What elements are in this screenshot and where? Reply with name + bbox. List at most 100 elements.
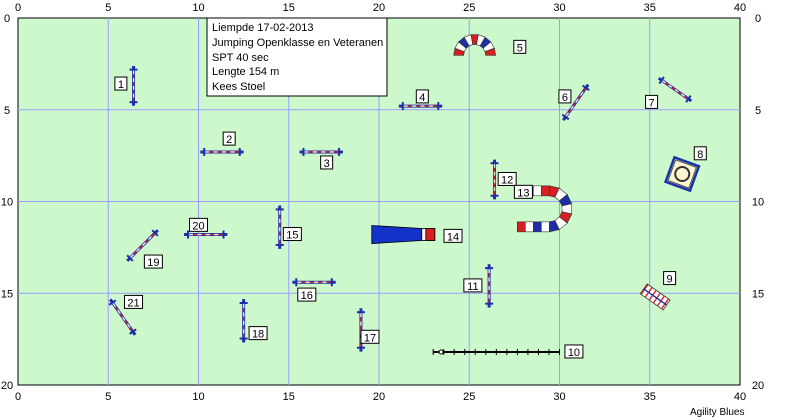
- footer-credit: Agility Blues: [690, 407, 744, 418]
- x-tick-label-top: 25: [463, 2, 475, 14]
- svg-text:6: 6: [562, 92, 568, 104]
- obstacle-3-jump: [299, 147, 343, 156]
- x-tick-label-top: 10: [192, 2, 204, 14]
- obstacle-16-jump: [292, 278, 336, 287]
- x-tick-label-top: 30: [553, 2, 565, 14]
- x-tick-label-bottom: 40: [734, 391, 746, 403]
- obstacle-5-tunnel-arc: [453, 34, 497, 56]
- obstacle-21-jump: [108, 298, 137, 336]
- svg-text:10: 10: [568, 347, 580, 359]
- svg-text:15: 15: [286, 230, 298, 242]
- y-tick-label-right: 10: [752, 197, 764, 209]
- obstacle-label-5: 5: [513, 39, 527, 54]
- obstacle-9-wall: [639, 283, 671, 311]
- obstacle-label-2: 2: [222, 131, 236, 146]
- x-tick-label-bottom: 0: [15, 391, 21, 403]
- x-tick-label-bottom: 5: [105, 391, 111, 403]
- x-tick-label-bottom: 35: [644, 391, 656, 403]
- obstacle-label-10: 10: [564, 344, 584, 359]
- obstacle-label-6: 6: [558, 89, 572, 104]
- y-tick-label-left: 0: [4, 13, 10, 25]
- obstacle-10-walk: [432, 348, 560, 355]
- svg-text:8: 8: [697, 149, 703, 161]
- y-tick-label-left: 10: [1, 197, 13, 209]
- obstacle-label-1: 1: [114, 76, 128, 91]
- obstacle-15-jump: [275, 205, 284, 249]
- svg-text:11: 11: [467, 281, 478, 293]
- obstacle-label-19: 19: [143, 254, 163, 269]
- obstacle-18-jump: [239, 299, 248, 343]
- obstacle-label-20: 20: [189, 217, 208, 232]
- x-tick-label-bottom: 25: [463, 391, 475, 403]
- x-tick-label-bottom: 20: [373, 391, 385, 403]
- svg-text:7: 7: [648, 97, 654, 109]
- svg-text:2: 2: [226, 134, 232, 146]
- svg-text:5: 5: [517, 42, 523, 54]
- svg-text:21: 21: [127, 297, 139, 309]
- obstacle-label-15: 15: [282, 227, 302, 242]
- info-line-class: Jumping Openklasse en Veteranen: [212, 37, 383, 49]
- obstacle-13-tunnel-u: [517, 185, 573, 233]
- obstacle-label-12: 12: [497, 171, 517, 186]
- obstacle-19-jump: [126, 229, 159, 262]
- obstacle-label-11: 11: [463, 278, 483, 293]
- obstacle-label-14: 14: [443, 228, 463, 243]
- obstacle-label-16: 16: [297, 287, 317, 302]
- info-line-spt: SPT 40 sec: [212, 52, 269, 64]
- x-tick-label-top: 0: [15, 2, 21, 14]
- obstacle-11-jump: [485, 264, 494, 308]
- x-tick-label-bottom: 30: [553, 391, 565, 403]
- obstacle-20-jump: [184, 230, 228, 239]
- obstacle-label-17: 17: [360, 329, 380, 344]
- svg-text:14: 14: [447, 231, 459, 243]
- grid: [18, 18, 740, 385]
- y-tick-label-left: 20: [1, 380, 13, 392]
- x-tick-label-bottom: 10: [192, 391, 204, 403]
- obstacle-14-chute: [371, 225, 436, 244]
- svg-text:20: 20: [192, 220, 204, 232]
- svg-text:19: 19: [147, 257, 159, 269]
- obstacle-12-jump: [490, 159, 499, 200]
- obstacle-2-jump: [200, 147, 244, 156]
- info-line-length: Lengte 154 m: [212, 66, 279, 78]
- y-tick-label-left: 5: [4, 105, 10, 117]
- x-tick-label-top: 5: [105, 2, 111, 14]
- obstacle-label-9: 9: [663, 271, 677, 286]
- obstacle-6-jump: [561, 83, 590, 122]
- svg-text:18: 18: [252, 329, 264, 341]
- obstacle-4-jump: [398, 102, 443, 111]
- obstacle-label-4: 4: [415, 89, 429, 104]
- x-tick-label-top: 20: [373, 2, 385, 14]
- x-tick-label-top: 35: [644, 2, 656, 14]
- obstacle-label-13: 13: [513, 184, 533, 199]
- info-line-event: Liempde 17-02-2013: [212, 22, 314, 34]
- obstacle-label-7: 7: [645, 94, 659, 109]
- obstacle-label-8: 8: [693, 146, 707, 161]
- obstacle-7-jump: [657, 76, 693, 103]
- svg-text:16: 16: [301, 290, 313, 302]
- svg-text:9: 9: [667, 274, 673, 286]
- x-tick-label-top: 15: [283, 2, 295, 14]
- info-box: Liempde 17-02-2013 Jumping Openklasse en…: [206, 17, 388, 97]
- svg-text:4: 4: [419, 92, 425, 104]
- svg-text:1: 1: [118, 79, 124, 91]
- obstacle-8-tyre: [663, 155, 701, 193]
- obstacle-1-jump: [129, 66, 138, 106]
- svg-text:12: 12: [501, 174, 513, 186]
- obstacle-label-21: 21: [124, 294, 144, 309]
- x-tick-label-bottom: 15: [283, 391, 295, 403]
- info-line-judge: Kees Stoel: [212, 81, 265, 93]
- y-tick-label-right: 20: [752, 380, 764, 392]
- y-tick-label-right: 0: [755, 13, 761, 25]
- obstacle-label-18: 18: [248, 326, 268, 341]
- y-tick-label-right: 15: [752, 288, 764, 300]
- svg-text:13: 13: [517, 187, 529, 199]
- svg-text:3: 3: [324, 158, 330, 170]
- y-tick-label-left: 15: [1, 288, 13, 300]
- svg-text:17: 17: [364, 332, 376, 344]
- y-tick-label-right: 5: [755, 105, 761, 117]
- x-tick-label-top: 40: [734, 2, 746, 14]
